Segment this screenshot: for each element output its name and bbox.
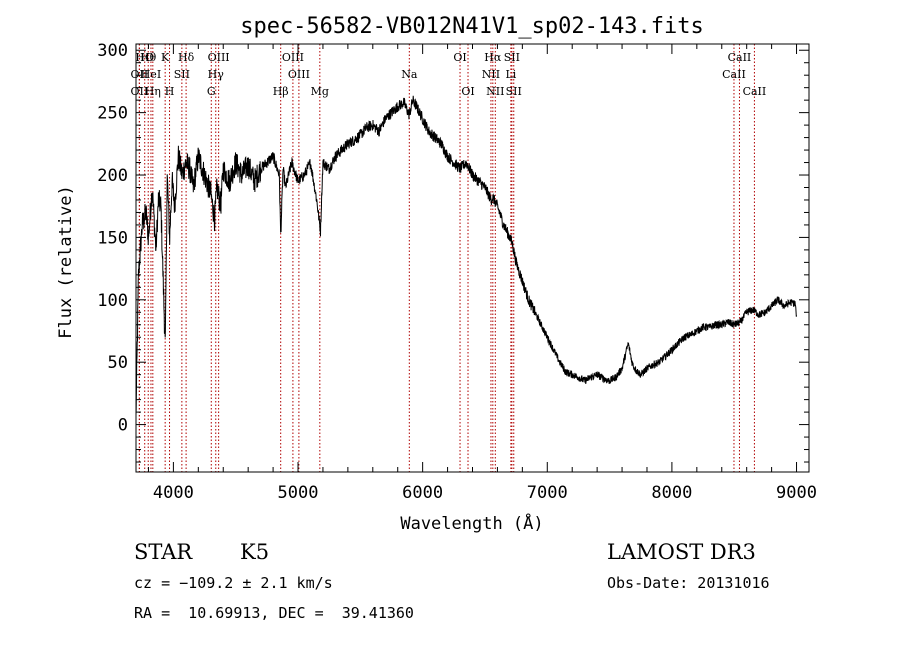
- x-tick-label: 8000: [651, 483, 692, 503]
- y-tick-label: 250: [97, 104, 128, 124]
- y-tick-label: 50: [108, 353, 128, 373]
- plot-frame: [135, 43, 810, 473]
- x-tick-label: 5000: [278, 483, 319, 503]
- line-label-4: HeI: [141, 68, 161, 81]
- spectrum-series-line: [135, 95, 797, 415]
- x-tick-label: 4000: [153, 483, 194, 503]
- x-tick-label: 9000: [776, 483, 817, 503]
- line-label-22: NII: [486, 85, 504, 98]
- line-label-18: OI: [453, 51, 466, 64]
- y-tick-label: 100: [97, 291, 128, 311]
- sky-coordinates: RA = 10.69913, DEC = 39.41360: [134, 604, 414, 622]
- object-type: STAR: [134, 540, 193, 564]
- y-tick-label: 0: [118, 416, 128, 436]
- line-label-27: CaII: [722, 68, 746, 81]
- spectral-class: K5: [240, 540, 270, 564]
- line-label-14: OIII: [282, 51, 304, 64]
- line-label-21: NII: [482, 68, 500, 81]
- x-tick-label: 7000: [527, 483, 568, 503]
- survey-name: LAMOST DR3: [607, 540, 756, 564]
- line-label-1: OII: [131, 68, 149, 81]
- line-label-0: HO: [135, 51, 154, 64]
- line-label-20: Hα: [484, 51, 502, 64]
- line-label-25: SII: [506, 85, 522, 98]
- x-tick-label: 6000: [402, 483, 443, 503]
- y-tick-label: 200: [97, 166, 128, 186]
- line-label-11: Hγ: [208, 68, 225, 81]
- line-label-5: Hη: [145, 85, 161, 98]
- line-label-10: OIII: [208, 51, 230, 64]
- line-label-12: G: [207, 85, 216, 98]
- line-label-17: Na: [401, 68, 418, 81]
- line-label-7: SII: [174, 68, 190, 81]
- line-label-2: OII: [131, 85, 149, 98]
- line-label-26: CaII: [728, 51, 752, 64]
- line-label-13: Hβ: [273, 85, 289, 98]
- y-axis-label: Flux (relative): [56, 185, 76, 339]
- line-label-19: OI: [461, 85, 474, 98]
- chart-title: spec-56582-VB012N41V1_sp02-143.fits: [240, 14, 704, 39]
- line-label-3: Hθ: [140, 51, 157, 64]
- y-tick-label: 150: [97, 228, 128, 248]
- line-label-24: Li: [505, 68, 516, 81]
- redshift-velocity: cz = −109.2 ± 2.1 km/s: [134, 574, 333, 592]
- line-label-8: H: [165, 85, 175, 98]
- emission-line-markers: [138, 44, 755, 472]
- line-label-6: K: [161, 51, 170, 64]
- line-label-23: SII: [504, 51, 520, 64]
- x-axis-label: Wavelength (Å): [400, 512, 543, 534]
- line-label-9: Hδ: [178, 51, 195, 64]
- line-label-16: Mg: [311, 85, 329, 98]
- observation-date: Obs-Date: 20131016: [607, 574, 770, 592]
- axis-ticks: 4000 5000 6000 7000 8000 9000 0 50 100 150 200 250 3…: [97, 41, 817, 503]
- line-label-28: CaII: [743, 85, 767, 98]
- y-tick-label: 300: [97, 41, 128, 61]
- line-label-15: OIII: [288, 68, 310, 81]
